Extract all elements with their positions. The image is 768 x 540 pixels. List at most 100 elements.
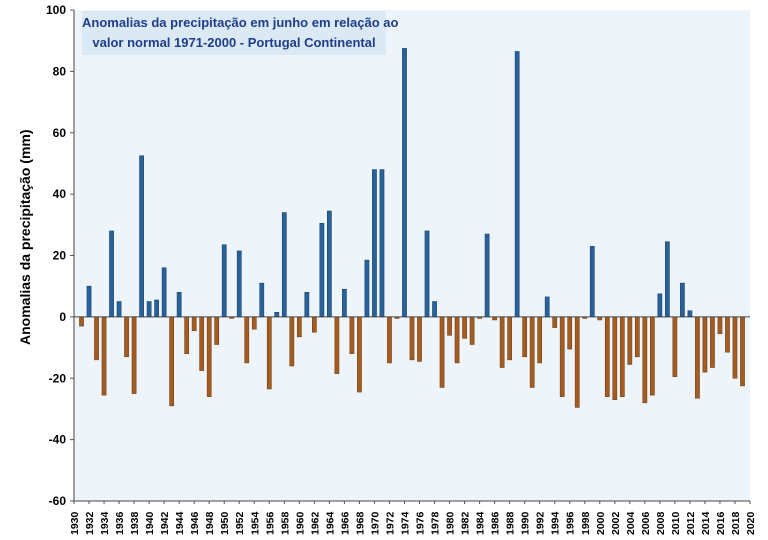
x-tick-label: 1976 bbox=[415, 511, 427, 535]
x-tick-label: 1962 bbox=[309, 511, 321, 535]
x-tick-label: 1940 bbox=[144, 511, 156, 535]
bar-2014 bbox=[702, 316, 708, 373]
bar-1941 bbox=[154, 299, 159, 318]
bar-1978 bbox=[432, 301, 437, 318]
x-tick-label: 1988 bbox=[505, 511, 517, 535]
bar-1967 bbox=[349, 316, 355, 355]
bar-2015 bbox=[710, 316, 715, 368]
plot-area bbox=[74, 10, 750, 501]
bar-2016 bbox=[717, 316, 723, 335]
y-tick-label: 60 bbox=[53, 126, 67, 140]
bar-2001 bbox=[604, 316, 610, 397]
y-axis-label: Anomalias da precipitação (mm) bbox=[17, 129, 33, 345]
x-tick-label: 1964 bbox=[324, 511, 336, 535]
x-tick-label: 1942 bbox=[159, 511, 171, 535]
x-tick-label: 1946 bbox=[189, 511, 201, 535]
bar-1961 bbox=[304, 292, 310, 318]
bar-1996 bbox=[567, 316, 573, 350]
x-tick-label: 2014 bbox=[700, 511, 712, 535]
bar-1936 bbox=[116, 301, 122, 318]
x-tick-label: 1994 bbox=[550, 511, 562, 535]
x-tick-label: 1936 bbox=[114, 511, 126, 535]
x-tick-label: 1930 bbox=[69, 511, 81, 535]
bar-1943 bbox=[169, 316, 175, 407]
bar-1962 bbox=[311, 316, 317, 333]
x-tick-label: 2008 bbox=[655, 511, 667, 535]
x-tick-label: 1974 bbox=[399, 511, 411, 535]
bar-1963 bbox=[319, 222, 325, 318]
bar-1958 bbox=[281, 212, 287, 318]
x-tick-label: 1990 bbox=[520, 511, 532, 535]
x-tick-label: 1996 bbox=[565, 511, 577, 535]
bar-1953 bbox=[244, 316, 250, 364]
x-tick-label: 2012 bbox=[685, 511, 697, 535]
bar-1957 bbox=[274, 311, 280, 318]
bar-2004 bbox=[627, 316, 633, 365]
x-tick-label: 1950 bbox=[219, 511, 231, 535]
y-tick-label: 80 bbox=[53, 64, 67, 78]
bar-1977 bbox=[424, 230, 430, 318]
x-tick-label: 2004 bbox=[625, 511, 637, 535]
bar-1972 bbox=[387, 316, 392, 364]
bar-1991 bbox=[529, 316, 535, 388]
bar-1938 bbox=[131, 316, 137, 394]
bar-2011 bbox=[680, 282, 685, 318]
chart-title-line-2: valor normal 1971-2000 - Portugal Contin… bbox=[92, 35, 376, 50]
bar-1946 bbox=[191, 316, 197, 331]
x-tick-label: 2020 bbox=[745, 511, 757, 535]
x-tick-label: 1944 bbox=[174, 511, 186, 535]
bar-1994 bbox=[552, 316, 558, 328]
bar-2010 bbox=[672, 316, 678, 378]
bar-1974 bbox=[402, 48, 407, 318]
bar-2018 bbox=[732, 316, 738, 379]
x-tick-label: 2018 bbox=[730, 511, 742, 535]
bar-1942 bbox=[161, 267, 167, 318]
bar-2005 bbox=[634, 316, 640, 358]
bar-1937 bbox=[124, 316, 129, 358]
x-tick-label: 2006 bbox=[640, 511, 652, 535]
x-tick-label: 1998 bbox=[580, 511, 592, 535]
bar-1968 bbox=[357, 316, 362, 393]
x-tick-label: 1970 bbox=[369, 511, 381, 535]
bar-1988 bbox=[507, 316, 513, 361]
x-tick-label: 1932 bbox=[84, 511, 96, 535]
x-tick-label: 1954 bbox=[249, 511, 261, 535]
chart-title-line-1: Anomalias da precipitação em junho em re… bbox=[82, 15, 399, 30]
bar-1979 bbox=[439, 316, 445, 388]
bar-1981 bbox=[454, 316, 460, 364]
chart-title: Anomalias da precipitação em junho em re… bbox=[82, 11, 399, 55]
bar-2013 bbox=[695, 316, 700, 399]
x-tick-label: 2016 bbox=[715, 511, 727, 535]
bar-1999 bbox=[589, 245, 595, 318]
bar-2017 bbox=[725, 316, 730, 353]
bar-2002 bbox=[612, 316, 618, 401]
x-tick-label: 1948 bbox=[204, 511, 216, 535]
bar-1995 bbox=[559, 316, 565, 397]
x-tick-label: 1960 bbox=[294, 511, 306, 535]
bar-1950 bbox=[221, 244, 227, 318]
x-tick-label: 1958 bbox=[279, 511, 291, 535]
bar-1940 bbox=[146, 301, 152, 318]
bar-1956 bbox=[266, 316, 272, 390]
y-tick-label: -60 bbox=[49, 494, 67, 508]
x-tick-label: 1980 bbox=[445, 511, 457, 535]
bar-2019 bbox=[740, 316, 745, 387]
bar-1931 bbox=[79, 316, 84, 327]
bar-1935 bbox=[109, 230, 114, 318]
bar-1976 bbox=[417, 316, 422, 362]
bar-1980 bbox=[447, 316, 452, 336]
x-tick-label: 2000 bbox=[595, 511, 607, 535]
bar-1989 bbox=[514, 51, 520, 318]
bar-1970 bbox=[372, 169, 377, 318]
bar-1952 bbox=[236, 250, 242, 318]
bar-1997 bbox=[574, 316, 580, 408]
bar-1985 bbox=[484, 233, 490, 318]
x-tick-label: 1966 bbox=[339, 511, 351, 535]
bar-1969 bbox=[364, 259, 370, 318]
y-tick-label: 0 bbox=[59, 310, 66, 324]
bar-1960 bbox=[296, 316, 302, 338]
x-tick-label: 1968 bbox=[354, 511, 366, 535]
bar-1971 bbox=[379, 169, 385, 318]
